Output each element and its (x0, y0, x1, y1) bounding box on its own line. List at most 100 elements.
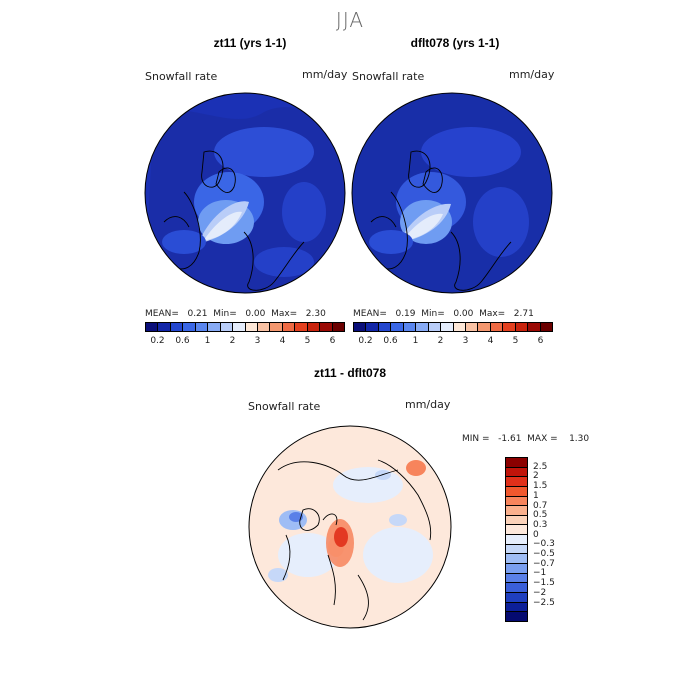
colorbar-swatch (295, 323, 308, 331)
colorbar-swatch (506, 515, 527, 526)
colorbar-swatch (391, 323, 404, 331)
colorbar-swatch (478, 323, 491, 331)
colorbar-swatch (378, 323, 392, 331)
colorbar-swatch (528, 323, 541, 331)
colorbar-tick-label: 6 (537, 336, 544, 346)
colorbar-swatch (170, 323, 184, 331)
season-title: JJA (335, 8, 365, 32)
colorbar-tick-label: 0.6 (175, 336, 190, 346)
colorbar-swatch (503, 323, 516, 331)
panel-right-variable: Snowfall rate (352, 70, 425, 83)
colorbar-left-ticks: 0.2 0.6 1 2 3 4 5 6 (145, 336, 345, 348)
colorbar-swatch (282, 323, 296, 331)
colorbar-swatch (416, 323, 429, 331)
colorbar-right-ticks: 0.2 0.6 1 2 3 4 5 6 (353, 336, 553, 348)
colorbar-tick-label: 3 (254, 336, 261, 346)
colorbar-swatch (307, 323, 321, 331)
colorbar-tick-label: 2.5 (533, 461, 548, 472)
colorbar-left (145, 322, 345, 332)
colorbar-tick-label: −2.5 (533, 597, 555, 608)
colorbar-swatch (195, 323, 209, 331)
colorbar-tick-label: 0.5 (533, 510, 548, 521)
panel-right-stats: MEAN= 0.19 Min= 0.00 Max= 2.71 (353, 309, 534, 319)
colorbar-swatch (233, 323, 246, 331)
colorbar-swatch (465, 323, 479, 331)
colorbar-swatch (146, 323, 159, 331)
colorbar-tick-label: 4 (279, 336, 286, 346)
colorbar-swatch (506, 602, 527, 613)
colorbar-swatch (245, 323, 258, 331)
colorbar-tick-label: −1 (533, 568, 547, 579)
colorbar-swatch (428, 323, 442, 331)
colorbar-right (353, 322, 553, 332)
colorbar-swatch (506, 458, 527, 468)
colorbar-tick-label: 1 (533, 490, 539, 501)
colorbar-swatch (506, 544, 527, 555)
colorbar-swatch (320, 323, 333, 331)
colorbar-tick-label: −0.3 (533, 539, 555, 550)
panel-left-stats: MEAN= 0.21 Min= 0.00 Max= 2.30 (145, 309, 326, 319)
map-diff (248, 425, 452, 629)
colorbar-swatch (441, 323, 454, 331)
colorbar-swatch (506, 486, 527, 497)
colorbar-swatch (183, 323, 196, 331)
colorbar-swatch (506, 583, 527, 593)
colorbar-tick-label: 1 (204, 336, 211, 346)
colorbar-tick-label: 4 (487, 336, 494, 346)
colorbar-swatch (506, 496, 527, 507)
panel-left-units: mm/day (302, 68, 348, 81)
colorbar-tick-label: 1 (412, 336, 419, 346)
colorbar-swatch (506, 535, 527, 545)
colorbar-swatch (506, 467, 527, 478)
colorbar-tick-label: −2 (533, 587, 547, 598)
panel-diff-units: mm/day (405, 398, 451, 411)
colorbar-swatch (354, 323, 367, 331)
colorbar-tick-label: 3 (462, 336, 469, 346)
panel-right-units: mm/day (509, 68, 555, 81)
panel-diff-minmax: MIN = -1.61 MAX = 1.30 (462, 434, 590, 444)
panel-diff-title: zt11 - dflt078 (313, 366, 387, 380)
colorbar-swatch (403, 323, 417, 331)
colorbar-swatch (208, 323, 221, 331)
colorbar-swatch (506, 573, 527, 584)
panel-left-title: zt11 (yrs 1-1) (213, 36, 287, 50)
colorbar-tick-label: −0.7 (533, 558, 555, 569)
panel-left-variable: Snowfall rate (145, 70, 218, 83)
colorbar-swatch (506, 592, 527, 603)
colorbar-swatch (453, 323, 466, 331)
colorbar-swatch (366, 323, 379, 331)
colorbar-tick-label: −1.5 (533, 578, 555, 589)
colorbar-swatch (515, 323, 529, 331)
colorbar-tick-label: 2 (229, 336, 236, 346)
colorbar-swatch (257, 323, 271, 331)
colorbar-swatch (158, 323, 171, 331)
colorbar-tick-label: 0.2 (358, 336, 373, 346)
colorbar-tick-label: 1.5 (533, 481, 548, 492)
colorbar-swatch (506, 477, 527, 487)
map-left (144, 92, 346, 294)
colorbar-swatch (506, 506, 527, 516)
colorbar-diff (505, 457, 528, 622)
colorbar-swatch (220, 323, 234, 331)
colorbar-tick-label: 0.7 (533, 500, 548, 511)
colorbar-swatch (506, 525, 527, 536)
colorbar-tick-label: 0.6 (383, 336, 398, 346)
colorbar-tick-label: 6 (329, 336, 336, 346)
panel-diff-variable: Snowfall rate (248, 400, 321, 413)
panel-right-title: dflt078 (yrs 1-1) (410, 36, 500, 50)
colorbar-tick-label: 0 (533, 529, 539, 540)
colorbar-tick-label: 5 (512, 336, 519, 346)
colorbar-tick-label: 2 (533, 471, 539, 482)
colorbar-swatch (490, 323, 504, 331)
colorbar-diff-ticks: 2.5 2 1.5 1 0.7 0.5 0.3 0 −0.3 −0.5 −0.7 −1 −1.5 −2 −2… (533, 457, 573, 622)
colorbar-swatch (540, 323, 552, 331)
colorbar-tick-label: 2 (437, 336, 444, 346)
colorbar-swatch (332, 323, 344, 331)
colorbar-tick-label: 0.3 (533, 519, 548, 530)
colorbar-tick-label: −0.5 (533, 549, 555, 560)
colorbar-tick-label: 0.2 (150, 336, 165, 346)
colorbar-swatch (506, 612, 527, 621)
colorbar-swatch (506, 554, 527, 565)
colorbar-swatch (506, 564, 527, 574)
colorbar-tick-label: 5 (304, 336, 311, 346)
